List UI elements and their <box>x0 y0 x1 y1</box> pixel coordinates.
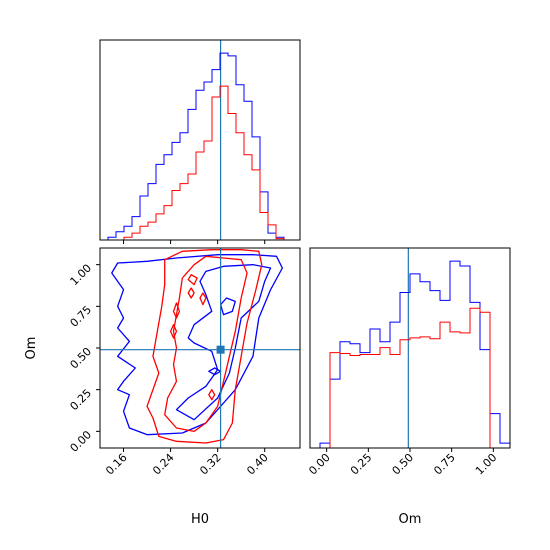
x-om-tick-label-4: 1.00 <box>473 451 500 478</box>
axis-labels: H0 Om Om <box>24 337 421 527</box>
x-axis-label-om: Om <box>399 512 422 527</box>
x-h0-tick-label-0: 0.16 <box>103 451 130 478</box>
x-h0-tick-label-2: 0.32 <box>197 451 224 478</box>
contour-red-3 <box>199 292 207 306</box>
contour-blue-1 <box>175 264 272 421</box>
contour-red-2 <box>187 274 198 286</box>
histogram-h0-blue <box>100 52 300 241</box>
y-axis-label-om: Om <box>24 337 39 360</box>
x-h0-tick-label-3: 0.40 <box>244 451 271 478</box>
x-h0-tick-label-1: 0.24 <box>150 451 177 478</box>
contour-red-7 <box>208 389 216 401</box>
histogram-om-red <box>310 307 510 449</box>
y-om-tick-label-3: 0.75 <box>68 303 95 330</box>
histogram-om-blue <box>310 260 511 449</box>
contour-red-4 <box>187 287 195 299</box>
contour-panel-frame <box>99 247 301 449</box>
truth-marker <box>216 345 225 354</box>
y-om-tick-label-0: 0.00 <box>68 428 95 455</box>
y-om-tick-label-4: 1.00 <box>68 262 95 289</box>
y-om-tick-label-1: 0.25 <box>68 387 95 414</box>
histogram-h0-panel <box>99 39 301 244</box>
x-om-tick-label-3: 0.75 <box>431 451 458 478</box>
x-om-tick-label-1: 0.25 <box>348 451 375 478</box>
y-om-tick-label-2: 0.50 <box>68 345 95 372</box>
x-om-tick-label-0: 0.00 <box>306 451 333 478</box>
contour-red-0 <box>146 249 263 444</box>
contour-h0-om-panel: 0.16 0.24 0.32 0.40 0.00 0.25 0.50 0.75 1.00 <box>68 247 301 478</box>
contour-blue-0 <box>111 254 284 436</box>
histogram-h0-red <box>100 85 300 241</box>
histogram-h0-frame <box>99 39 301 241</box>
x-axis-label-h0: H0 <box>191 512 209 527</box>
contour-red-1 <box>164 255 248 432</box>
contour-group <box>111 249 284 444</box>
histogram-om-panel: 0.00 0.25 0.50 0.75 1.00 <box>306 247 511 478</box>
contour-blue-2 <box>219 297 236 316</box>
contour-red-6 <box>172 302 181 319</box>
x-om-tick-label-2: 0.50 <box>390 451 417 478</box>
contour-red-5 <box>169 324 178 339</box>
